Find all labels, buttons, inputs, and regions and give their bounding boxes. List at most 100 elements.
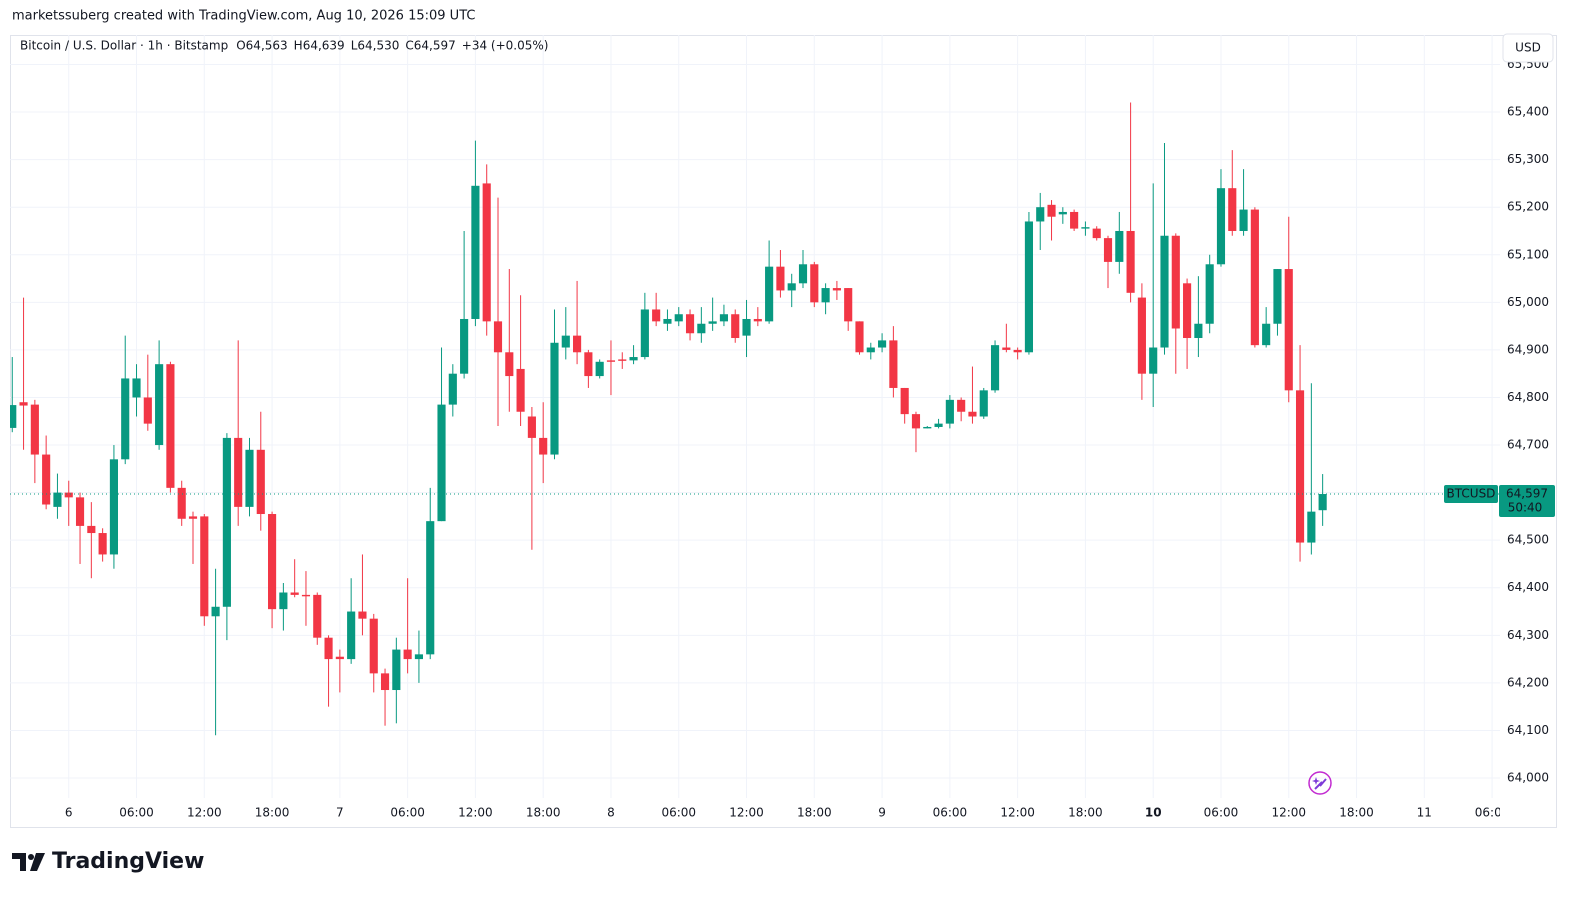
candle-body <box>437 404 446 522</box>
x-tick-label: 06:00 <box>933 806 968 820</box>
currency[interactable]: USD <box>1515 41 1541 55</box>
candle-body <box>990 345 1000 391</box>
candle-body <box>1036 207 1045 222</box>
candle-body <box>516 368 525 412</box>
legend-value: 64,563 <box>246 39 288 53</box>
candle-body <box>222 437 231 607</box>
candle-body <box>527 416 536 438</box>
candle-body <box>550 342 559 455</box>
candle-body <box>245 449 254 507</box>
candle-body <box>301 594 311 597</box>
candle-body <box>629 357 638 361</box>
candle-body <box>957 399 966 412</box>
candle-body <box>1126 230 1135 293</box>
candle-body <box>188 516 198 519</box>
candle-body <box>1318 494 1327 511</box>
x-tick-label: 8 <box>607 806 615 820</box>
x-tick-label: 6 <box>65 806 73 820</box>
candle-body <box>765 266 774 322</box>
candle-body <box>573 335 582 353</box>
legend-value: 64,530 <box>357 39 399 53</box>
candle-body <box>1239 209 1248 231</box>
candle-body <box>256 449 265 515</box>
candle-body <box>1284 269 1293 391</box>
legend-key: O <box>236 39 245 53</box>
candle-body <box>143 397 152 424</box>
candle-body <box>414 654 423 660</box>
candle-body <box>855 321 864 353</box>
candle-body <box>731 314 740 339</box>
candle-body <box>539 437 548 455</box>
candle-body <box>132 378 141 398</box>
candle-body <box>652 309 661 322</box>
y-tick-label: 64,000 <box>1507 771 1549 785</box>
y-tick-label: 64,200 <box>1507 675 1549 689</box>
candle-body <box>685 314 695 334</box>
candle-body <box>75 497 85 526</box>
candle-body <box>1295 390 1305 543</box>
legend-value: 64,639 <box>303 39 345 53</box>
candle-body <box>866 347 875 353</box>
candle-body <box>911 414 921 429</box>
candle-body <box>1171 235 1180 329</box>
x-tick-label: 06:00 <box>1475 806 1510 820</box>
x-tick-label: 06:00 <box>119 806 154 820</box>
candles <box>10 102 1500 736</box>
candle-body <box>968 411 977 417</box>
candle-body <box>234 437 243 507</box>
y-tick-label: 64,900 <box>1507 342 1549 356</box>
candle-body <box>426 521 435 655</box>
candle-body <box>211 606 220 617</box>
candle-body <box>979 390 988 417</box>
x-tick-label: 12:00 <box>1271 806 1306 820</box>
candle-body <box>87 525 96 534</box>
candle-body <box>313 594 322 638</box>
candle-body <box>1228 188 1237 231</box>
candle-body <box>1002 347 1011 350</box>
x-tick-label: 9 <box>878 806 886 820</box>
candle-body <box>1081 227 1090 229</box>
candle-body <box>697 323 706 334</box>
candle-body <box>1205 264 1214 324</box>
currency-button[interactable] <box>1502 33 1554 63</box>
candle-body <box>10 405 17 428</box>
x-tick-label: 18:00 <box>255 806 290 820</box>
candle-body <box>753 318 762 322</box>
y-tick-label: 64,700 <box>1507 438 1549 452</box>
candle-body <box>347 611 356 660</box>
x-tick-label: 06:00 <box>390 806 425 820</box>
candle-body <box>1047 204 1056 217</box>
candle-body <box>878 340 887 348</box>
candle-body <box>155 364 164 446</box>
candle-body <box>358 611 367 619</box>
labels: 64,00064,10064,20064,30064,40064,50064,6… <box>65 57 1555 820</box>
y-tick-label: 64,100 <box>1507 723 1549 737</box>
candle-body <box>471 185 480 319</box>
candle-body <box>923 426 932 429</box>
candle-body <box>1013 349 1022 353</box>
symbol-label: BTCUSD <box>1447 487 1496 501</box>
candle-body <box>268 514 277 610</box>
candle-body <box>42 454 51 505</box>
x-tick-label: 18:00 <box>526 806 561 820</box>
y-tick-label: 64,800 <box>1507 390 1549 404</box>
candle-body <box>844 288 853 322</box>
y-tick-label: 65,000 <box>1507 295 1549 309</box>
x-tick-label: 12:00 <box>187 806 222 820</box>
candle-body <box>1070 211 1079 229</box>
price-label: 64,597 <box>1506 487 1548 501</box>
candle-body <box>934 423 943 427</box>
chart-title: Bitcoin / U.S. Dollar · 1h · Bitstamp <box>20 39 228 53</box>
candle-body <box>821 288 830 303</box>
candle-body <box>1307 511 1316 543</box>
candle-body <box>1103 238 1113 262</box>
candle-body <box>448 373 457 405</box>
candle-body <box>945 399 954 424</box>
candle-body <box>392 649 401 691</box>
legend-change: +34 (+0.05%) <box>462 39 549 53</box>
y-tick-label: 65,400 <box>1507 105 1549 119</box>
candle-body <box>606 360 616 362</box>
candle-body <box>584 352 593 377</box>
